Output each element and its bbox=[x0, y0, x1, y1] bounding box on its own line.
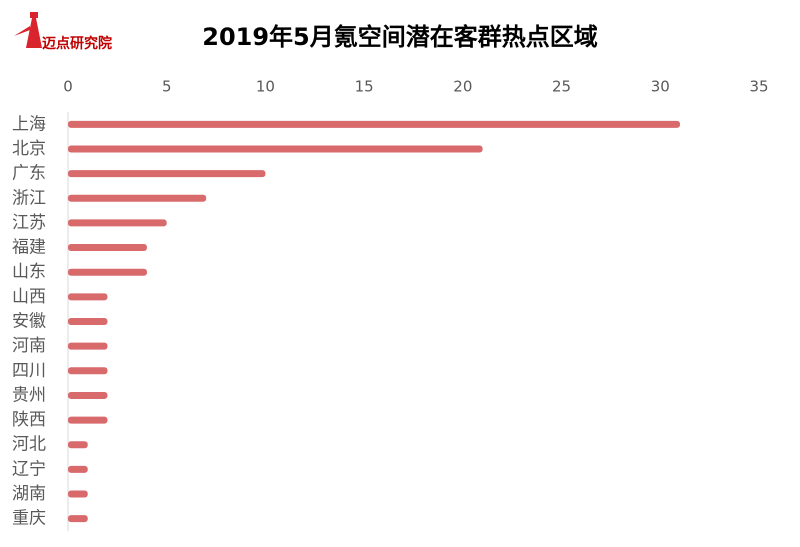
y-tick-label: 福建 bbox=[12, 238, 46, 258]
x-tick-label: 5 bbox=[162, 78, 172, 96]
bar bbox=[68, 120, 681, 128]
y-tick-label: 辽宁 bbox=[12, 459, 46, 479]
y-tick-label: 安徽 bbox=[12, 312, 46, 332]
x-tick-label: 20 bbox=[453, 78, 472, 96]
bar bbox=[68, 293, 108, 301]
bar bbox=[68, 170, 266, 178]
x-tick-label: 10 bbox=[256, 78, 275, 96]
y-tick-label: 四川 bbox=[12, 361, 46, 381]
y-tick-label: 广东 bbox=[12, 164, 46, 184]
bar bbox=[68, 318, 108, 325]
bar bbox=[68, 342, 108, 350]
bar bbox=[68, 219, 167, 227]
y-tick-label: 浙江 bbox=[12, 188, 46, 208]
x-tick-label: 30 bbox=[651, 78, 670, 96]
y-tick-label: 上海 bbox=[12, 114, 46, 134]
x-tick-label: 15 bbox=[355, 78, 374, 96]
y-tick-label: 陕西 bbox=[12, 410, 46, 430]
bar bbox=[68, 416, 108, 424]
bar bbox=[68, 391, 108, 399]
bar bbox=[68, 194, 207, 202]
bar bbox=[68, 268, 147, 276]
y-tick-label: 湖南 bbox=[12, 484, 46, 504]
bar bbox=[68, 145, 483, 153]
y-tick-label: 江苏 bbox=[12, 213, 46, 233]
x-tick-label: 25 bbox=[552, 78, 571, 96]
logo-text: 迈点研究院 bbox=[42, 35, 112, 52]
logo-icon bbox=[14, 12, 42, 48]
chart-title: 2019年5月氪空间潜在客群热点区域 bbox=[202, 23, 598, 51]
y-tick-label: 山西 bbox=[12, 287, 46, 307]
y-tick-label: 贵州 bbox=[12, 385, 46, 405]
x-tick-label: 35 bbox=[749, 78, 768, 96]
bar bbox=[68, 367, 108, 375]
bar bbox=[68, 490, 88, 498]
y-tick-label: 河北 bbox=[12, 435, 46, 455]
bar bbox=[68, 465, 88, 473]
y-tick-label: 北京 bbox=[12, 139, 46, 159]
bar bbox=[68, 515, 88, 523]
bar bbox=[68, 441, 88, 449]
x-tick-label: 0 bbox=[63, 78, 73, 96]
y-tick-label: 山东 bbox=[12, 262, 46, 282]
y-tick-label: 重庆 bbox=[12, 509, 46, 529]
bar bbox=[68, 244, 147, 252]
y-tick-label: 河南 bbox=[12, 336, 46, 356]
